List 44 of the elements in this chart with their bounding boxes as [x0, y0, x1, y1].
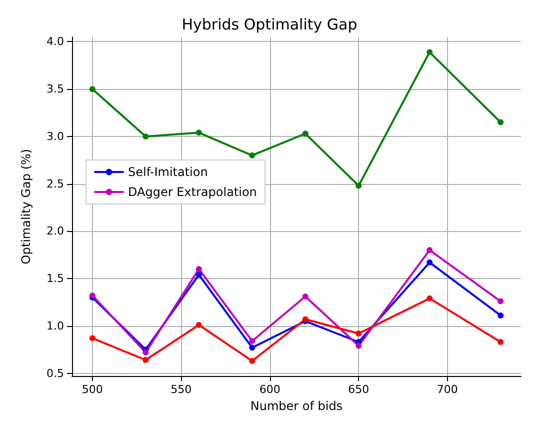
y-tick-label: 1.5	[46, 272, 64, 286]
y-tick-label: 2.0	[46, 224, 64, 238]
point	[498, 339, 504, 345]
point	[142, 349, 149, 356]
point	[302, 130, 308, 137]
y-tick-label: 2.5	[46, 177, 64, 190]
point	[249, 338, 256, 344]
point	[142, 133, 149, 140]
point	[356, 342, 362, 349]
point	[142, 357, 149, 363]
point	[498, 298, 504, 304]
chart-title: Hybrids Optimality Gap	[182, 16, 358, 34]
point	[302, 294, 308, 300]
y-tick-label: 4.0	[46, 35, 64, 48]
point	[356, 330, 362, 336]
point	[426, 247, 433, 254]
legend-label: DAgger Extrapolation	[128, 185, 257, 199]
point	[249, 344, 256, 351]
x-tick-label: 650	[348, 383, 370, 396]
x-tick-label: 500	[82, 383, 103, 396]
point	[356, 182, 362, 189]
point	[249, 358, 256, 364]
point	[249, 152, 256, 158]
y-tick-label: 3.0	[46, 130, 64, 143]
y-axis-title: Optimality Gap (%)	[19, 148, 33, 264]
point	[89, 335, 96, 342]
point	[89, 86, 96, 92]
legend-label: Self-Imitation	[128, 165, 208, 179]
y-tick-label: 3.5	[46, 82, 64, 96]
x-axis-title: Number of bids	[250, 399, 343, 413]
point	[426, 49, 433, 56]
y-tick-label: 0.5	[46, 366, 64, 380]
point	[196, 130, 202, 136]
point	[196, 272, 202, 278]
point	[498, 312, 504, 318]
x-tick-label: 700	[436, 383, 458, 396]
point	[196, 322, 202, 328]
point	[196, 266, 202, 272]
point	[426, 295, 433, 302]
x-tick-label: 550	[170, 383, 192, 396]
point	[426, 259, 433, 266]
point	[498, 119, 504, 126]
x-tick-label: 600	[259, 383, 280, 396]
y-tick-label: 1.0	[46, 319, 64, 332]
